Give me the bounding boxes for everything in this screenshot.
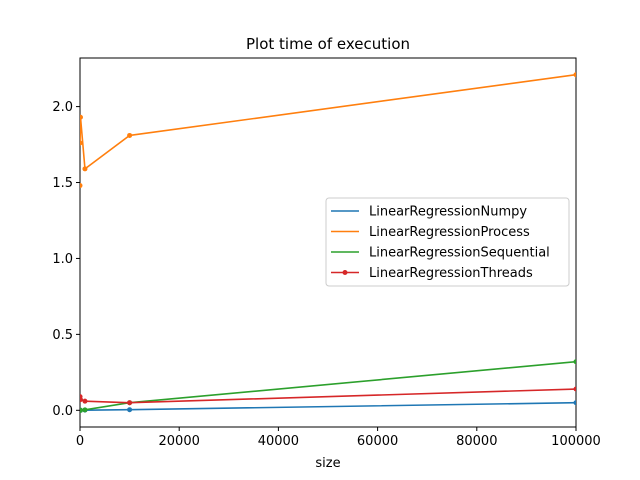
- y-axis: 0.0 0.5 1.0 1.5 2.0: [52, 100, 80, 419]
- data-point-linearregressionsequential: [80, 407, 83, 413]
- series-group: [80, 72, 576, 413]
- data-point-linearregressionthreads: [573, 386, 576, 392]
- plot-area: [79, 57, 577, 428]
- data-point-linearregressionprocess: [127, 132, 133, 138]
- series-line-linearregressionnumpy: [80, 401, 576, 412]
- y-tick-label: 0.0: [52, 404, 73, 419]
- y-tick-label: 1.0: [52, 252, 73, 267]
- legend-label-linearregressionnumpy: LinearRegressionNumpy: [369, 205, 527, 220]
- y-tick-label: 2.0: [52, 100, 73, 115]
- data-point-linearregressionsequential: [82, 407, 88, 413]
- legend-label-linearregressionsequential: LinearRegressionSequential: [369, 246, 550, 261]
- legend-label-linearregressionthreads: LinearRegressionThreads: [369, 266, 533, 281]
- x-axis: 0 20000 40000 60000 80000 100000: [76, 427, 601, 449]
- data-point-linearregressionsequential: [573, 359, 576, 365]
- chart-title: Plot time of execution: [246, 35, 410, 53]
- legend: LinearRegressionNumpy LinearRegressionPro…: [325, 197, 570, 287]
- legend-label-linearregressionprocess: LinearRegressionProcess: [369, 225, 530, 240]
- data-point-linearregressionthreads: [82, 398, 88, 404]
- data-point-linearregressionnumpy: [573, 400, 576, 406]
- x-tick-label: 100000: [551, 434, 601, 449]
- x-tick-label: 40000: [258, 434, 299, 449]
- data-point-linearregressionthreads: [80, 397, 83, 403]
- data-point-linearregressionprocess: [80, 114, 83, 120]
- data-point-linearregressionprocess: [573, 72, 576, 78]
- x-tick-label: 80000: [456, 434, 497, 449]
- data-point-linearregressionprocess: [80, 140, 83, 146]
- series-line-linearregressionsequential: [80, 360, 576, 412]
- data-point-linearregressionnumpy: [127, 407, 133, 413]
- data-point-linearregressionthreads: [127, 400, 133, 406]
- legend-marker-linearregressionthreads: [342, 270, 348, 275]
- x-tick-label: 0: [76, 434, 84, 449]
- series-layer: [80, 72, 576, 413]
- data-point-linearregressionprocess: [82, 166, 88, 172]
- x-axis-label: size: [315, 456, 340, 471]
- y-tick-label: 1.5: [52, 176, 73, 191]
- series-line-linearregressionprocess: [80, 73, 576, 170]
- data-point-linearregressionprocess: [80, 183, 83, 189]
- x-tick-label: 60000: [357, 434, 398, 449]
- legend-box: [325, 197, 570, 287]
- x-tick-label: 20000: [159, 434, 200, 449]
- y-tick-label: 0.5: [52, 328, 73, 343]
